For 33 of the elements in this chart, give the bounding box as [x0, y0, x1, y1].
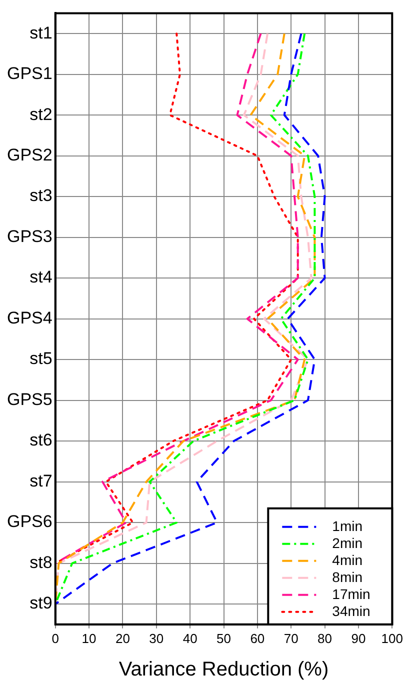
y-tick-label: GPS1	[6, 64, 52, 84]
y-tick-label: st8	[30, 552, 52, 572]
y-tick-label: st9	[30, 594, 52, 613]
y-tick-label: st2	[30, 104, 52, 124]
legend-label: 1min	[332, 518, 363, 534]
y-tick-label: st3	[30, 186, 52, 206]
y-tick-label: GPS4	[6, 308, 52, 328]
legend-label: 4min	[332, 552, 363, 568]
x-tick-label: 90	[351, 630, 366, 646]
x-tick-label: 0	[52, 630, 59, 646]
legend-label: 17min	[332, 586, 370, 602]
legend-label: 34min	[332, 602, 370, 619]
x-tick-label: 20	[115, 630, 130, 646]
x-tick-label: 60	[250, 630, 265, 646]
legend-label: 8min	[332, 568, 363, 585]
x-axis-title: Variance Reduction (%)	[118, 658, 329, 681]
x-tick-label: 30	[149, 630, 164, 646]
x-tick-label: 70	[284, 630, 298, 646]
y-tick-label: st6	[30, 430, 52, 450]
x-tick-label: 40	[182, 630, 198, 646]
y-tick-label: GPS5	[6, 390, 52, 409]
legend-label: 2min	[332, 534, 363, 551]
y-tick-label: st4	[30, 268, 52, 287]
x-tick-label: 80	[318, 630, 332, 646]
x-tick-label: 50	[216, 630, 231, 646]
y-tick-label: GPS6	[6, 512, 52, 532]
y-tick-label: GPS2	[6, 146, 52, 164]
y-tick-label: st1	[30, 23, 52, 42]
x-tick-label: 10	[82, 630, 96, 646]
x-tick-label: 100	[381, 630, 404, 646]
y-tick-label: st5	[30, 349, 52, 368]
y-tick-label: st7	[30, 471, 52, 490]
y-tick-label: GPS3	[6, 226, 52, 246]
